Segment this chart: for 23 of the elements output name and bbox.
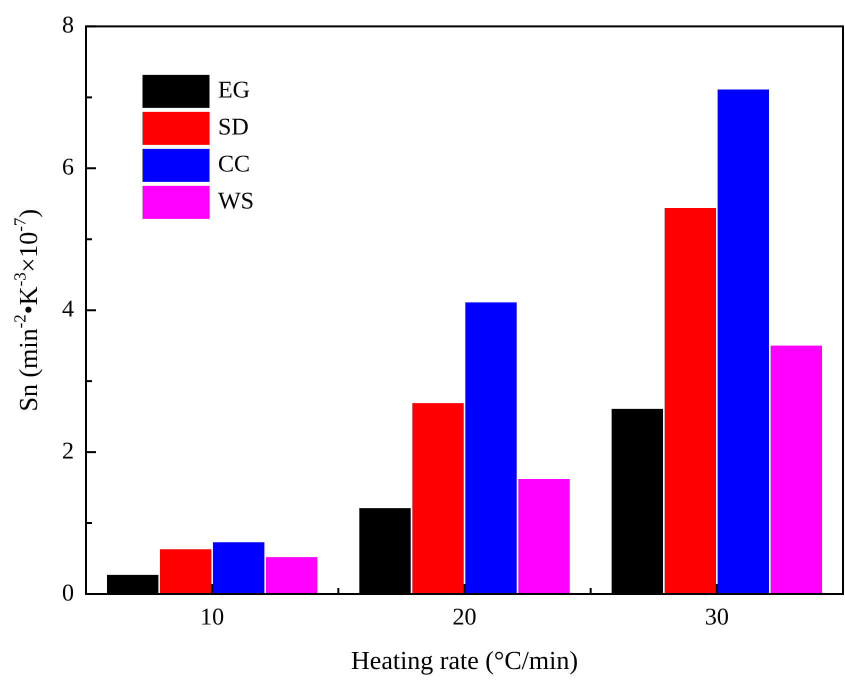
x-axis-title: Heating rate (°C/min) — [351, 646, 578, 676]
legend-label: WS — [218, 188, 254, 215]
y-tick-label: 6 — [62, 154, 74, 181]
bar — [770, 346, 822, 594]
x-tick-label: 20 — [452, 604, 476, 631]
bar — [518, 479, 570, 594]
y-tick-label: 2 — [62, 438, 74, 464]
x-tick-label: 10 — [200, 604, 224, 631]
bar — [465, 302, 517, 594]
bar — [212, 542, 264, 594]
legend-label: CC — [218, 152, 250, 178]
y-tick-label: 0 — [62, 580, 74, 606]
bar — [664, 208, 716, 594]
legend-label: SD — [218, 114, 249, 141]
x-tick-label: 30 — [704, 604, 729, 631]
bar — [266, 557, 318, 594]
bar — [412, 403, 464, 594]
legend-label: EG — [218, 78, 250, 104]
bar — [718, 90, 770, 594]
bar — [160, 549, 212, 594]
y-axis-title: Sn (min-2•K-3×10-7) — [10, 208, 43, 412]
y-tick-label: 8 — [62, 12, 74, 39]
y-tick-label: 4 — [62, 296, 74, 322]
